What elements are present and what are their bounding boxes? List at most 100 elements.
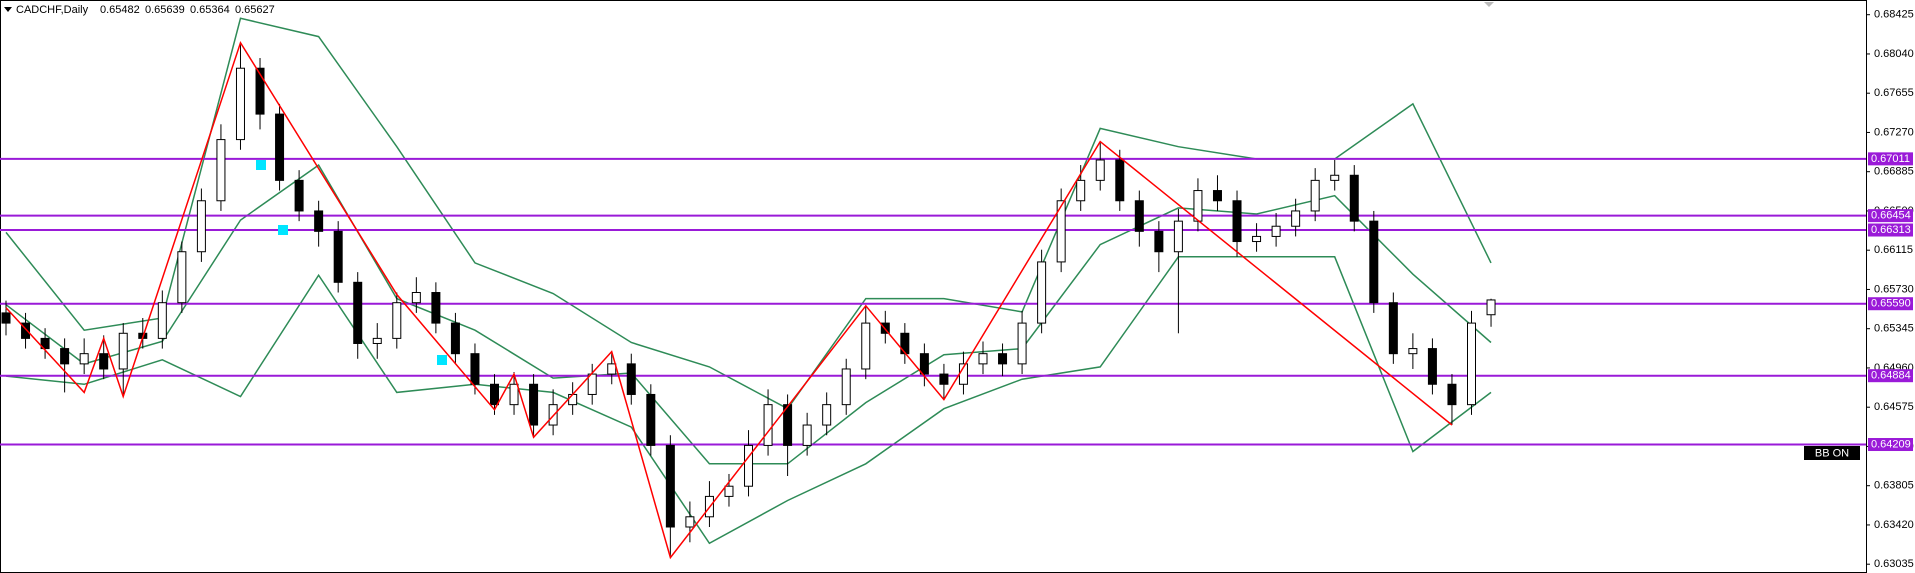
candle-body [685, 516, 695, 528]
candle-body [998, 353, 1008, 365]
indicator-badge [1804, 446, 1860, 460]
zigzag-line [5, 40, 1453, 560]
band-upper [5, 17, 1492, 410]
candle-body [509, 383, 519, 406]
y-tick-label: 0.68040 [1874, 48, 1914, 60]
level-label: 0.66454 [1871, 210, 1911, 222]
marker [256, 160, 266, 170]
candle-body [1076, 179, 1086, 202]
level-label-box [1868, 152, 1913, 166]
header: CADCHF,Daily 0.65482 0.65639 0.65364 0.6… [4, 4, 275, 16]
candle-body [392, 302, 402, 339]
y-tick-label: 0.67270 [1874, 126, 1914, 138]
level-label: 0.64209 [1871, 438, 1911, 450]
candle-body [450, 322, 460, 355]
candle-body [978, 353, 988, 365]
y-tick-label: 0.66885 [1874, 166, 1914, 178]
level-label-box [1868, 297, 1913, 311]
candle-body [118, 332, 128, 370]
candle-body [1291, 210, 1301, 227]
level-label-box [1868, 369, 1913, 383]
y-tick-label: 0.65730 [1874, 283, 1914, 295]
candle-body [1212, 190, 1222, 202]
candle-body [802, 424, 812, 446]
candle-body [1252, 235, 1262, 243]
candle-body [1115, 159, 1125, 202]
candle-body [1427, 348, 1437, 385]
header-arrow [4, 7, 12, 12]
y-tick-label: 0.63420 [1874, 519, 1914, 531]
level-label: 0.65590 [1871, 298, 1911, 310]
candle-body [216, 139, 226, 202]
candle-body [1349, 174, 1359, 222]
y-tick-label: 0.67655 [1874, 87, 1914, 99]
candle-body [1330, 174, 1340, 181]
candle-body [1388, 302, 1398, 355]
candle-body [1037, 261, 1047, 324]
candle-body [841, 368, 851, 406]
level-label-box [1868, 223, 1913, 237]
levels-layer [0, 157, 1866, 446]
y-tick-label: 0.64575 [1874, 401, 1914, 413]
candle-body [1095, 159, 1105, 181]
candle-body [255, 67, 265, 115]
candle-body [900, 332, 910, 355]
level-label: 0.66313 [1871, 224, 1911, 236]
candle-body [1193, 190, 1203, 222]
candle-body [822, 404, 832, 426]
candle-body [79, 353, 89, 365]
zigzag-layer [5, 40, 1453, 560]
candle-body [99, 353, 109, 370]
candle-body [411, 292, 421, 304]
candle-body [177, 251, 187, 304]
candle-body [470, 353, 480, 385]
candle-body [1486, 299, 1496, 316]
candle-body [431, 292, 441, 324]
candle-body [1134, 200, 1144, 232]
candle-body [60, 348, 70, 365]
symbol-title: CADCHF,Daily [16, 4, 89, 16]
candle-body [1271, 225, 1281, 237]
candle-body [275, 113, 285, 181]
y-tick-label: 0.66115 [1874, 244, 1913, 256]
candle-body [1232, 200, 1242, 243]
candle-body [1408, 348, 1418, 355]
candle-body [372, 337, 382, 344]
y-tick-label: 0.63035 [1874, 558, 1914, 570]
indicator-label: BB ON [1815, 447, 1849, 459]
candle-body [235, 67, 245, 141]
candle-body [40, 337, 50, 350]
candle-body [1447, 383, 1457, 406]
candle-body [568, 393, 578, 406]
candle-body [1369, 220, 1379, 304]
candle-body [353, 281, 363, 344]
price-axis: 0.684250.680400.676550.672700.668850.665… [1866, 9, 1914, 570]
candle-body [646, 393, 656, 446]
plot-frame [0, 0, 1867, 573]
candle-body [1154, 230, 1164, 253]
candle-body [724, 485, 734, 497]
level-label-box [1868, 209, 1913, 223]
y-tick-label: 0.68425 [1874, 9, 1914, 21]
candle-body [665, 444, 675, 528]
ohlc-open: 0.65482 [100, 4, 140, 16]
ohlc-close: 0.65627 [235, 4, 275, 16]
candle-body [861, 322, 871, 370]
candle-body [1467, 322, 1476, 406]
y-tick-label: 0.63805 [1874, 480, 1914, 492]
candle-body [157, 302, 167, 339]
candle-body [294, 179, 304, 212]
marker [437, 355, 447, 365]
candle-body [314, 210, 324, 232]
candle-body [1173, 220, 1183, 253]
candle-body [763, 404, 773, 446]
scroll-marker [1484, 2, 1494, 7]
candle-body [1310, 179, 1320, 212]
candle-body [626, 363, 636, 395]
candle-body [607, 363, 617, 375]
candle-body [1056, 200, 1066, 263]
candle-body [783, 404, 793, 446]
candle-body [939, 373, 949, 385]
level-label-box [1868, 438, 1913, 452]
